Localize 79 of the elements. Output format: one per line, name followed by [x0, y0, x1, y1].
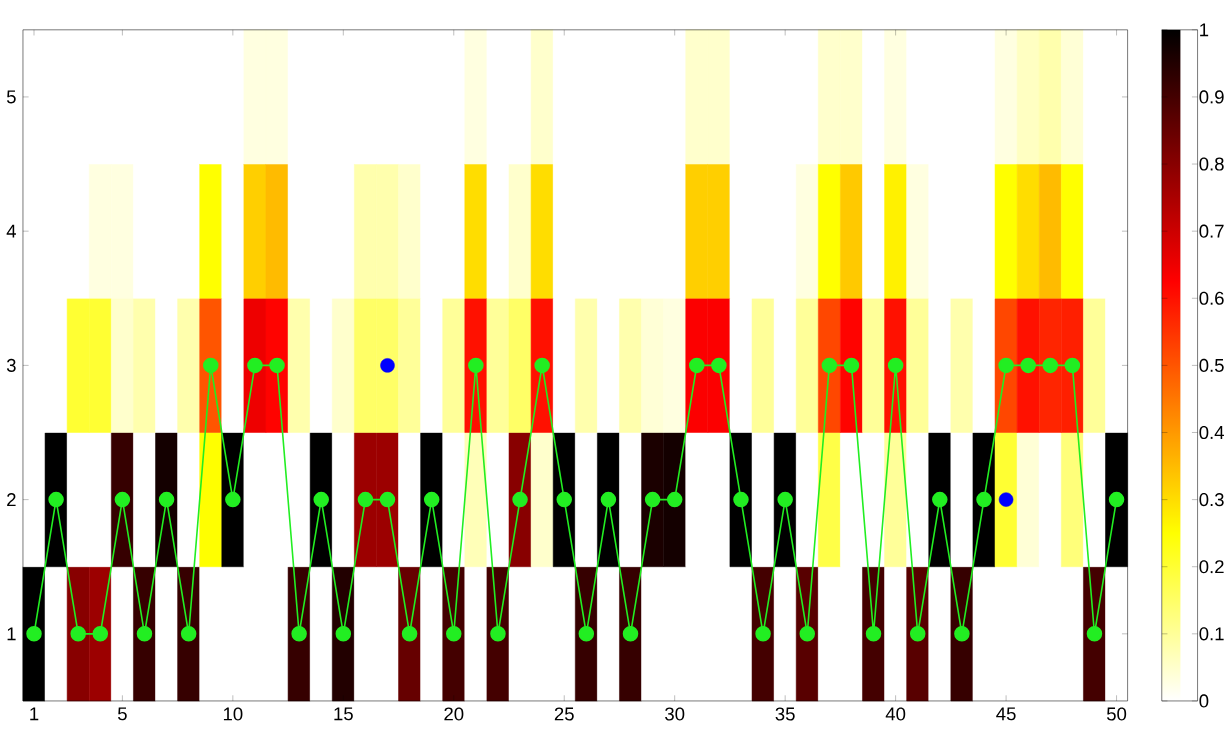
point: [976, 491, 992, 508]
x-tick-label: 10: [223, 707, 243, 721]
x-tick-label: 20: [444, 707, 464, 721]
point: [644, 491, 661, 508]
y-tick-label: 4: [6, 224, 16, 238]
point: [512, 491, 528, 508]
point: [534, 357, 550, 374]
point: [26, 626, 42, 642]
x-tick-label: 40: [885, 707, 906, 721]
color-bar-label: 0.2: [1199, 560, 1224, 574]
point: [1108, 491, 1125, 508]
color-bar-label: 0: [1199, 694, 1209, 708]
point: [92, 626, 109, 642]
color-bar-label: 0.5: [1199, 358, 1224, 373]
point: [689, 357, 705, 374]
x-tick-label: 50: [1106, 707, 1127, 721]
point: [136, 626, 153, 642]
point: [998, 492, 1014, 507]
color-bar-label: 0.7: [1199, 224, 1224, 238]
point: [799, 626, 816, 642]
point: [313, 491, 329, 508]
x-tick-label: 1: [30, 707, 39, 721]
x-tick-label: 45: [996, 707, 1016, 721]
point: [446, 626, 462, 642]
color-bar-label: 1: [1200, 23, 1209, 37]
point: [180, 626, 197, 642]
x-tick-label: 30: [665, 707, 685, 721]
point: [843, 357, 860, 374]
point: [70, 626, 86, 642]
point: [622, 626, 639, 642]
point: [357, 491, 374, 508]
point: [998, 357, 1014, 374]
point: [600, 491, 617, 508]
point: [401, 626, 418, 642]
point: [114, 491, 131, 508]
point: [733, 491, 749, 508]
point: [578, 626, 595, 642]
point: [247, 357, 263, 374]
point: [556, 491, 572, 508]
y-tick-label: 2: [7, 493, 16, 507]
point: [490, 626, 506, 642]
x-tick-label: 35: [775, 707, 795, 721]
x-tick-label: 15: [334, 707, 353, 721]
point: [1086, 626, 1103, 642]
point: [158, 491, 175, 508]
color-bar-label: 0.8: [1199, 157, 1224, 171]
y-tick-label: 3: [6, 358, 16, 373]
point: [291, 626, 307, 642]
point: [1042, 357, 1059, 374]
point: [48, 491, 64, 508]
point: [225, 491, 241, 508]
point: [269, 357, 285, 374]
point: [423, 491, 440, 508]
point: [954, 626, 970, 642]
color-bar-label: 0.9: [1199, 90, 1224, 104]
point: [335, 626, 352, 642]
point: [202, 357, 219, 374]
point: [1020, 357, 1036, 374]
point: [887, 357, 904, 374]
color-bar-label: 0.3: [1199, 493, 1224, 507]
point: [777, 491, 793, 508]
point: [909, 626, 926, 642]
point: [932, 491, 948, 508]
color-bar-label: 0.4: [1199, 426, 1224, 440]
point: [865, 626, 882, 642]
color-bar-label: 0.1: [1199, 627, 1224, 641]
point: [380, 358, 395, 373]
x-tick-label: 5: [117, 707, 127, 721]
color-bar-label: 0.6: [1199, 291, 1224, 305]
y-tick-label: 1: [7, 627, 16, 641]
point: [666, 491, 683, 508]
point: [379, 491, 396, 508]
point: [1064, 357, 1081, 374]
point: [821, 357, 838, 374]
point: [468, 357, 484, 374]
point: [755, 626, 771, 642]
point: [711, 357, 727, 374]
x-tick-label: 25: [554, 707, 574, 721]
y-tick-label: 5: [6, 90, 16, 104]
